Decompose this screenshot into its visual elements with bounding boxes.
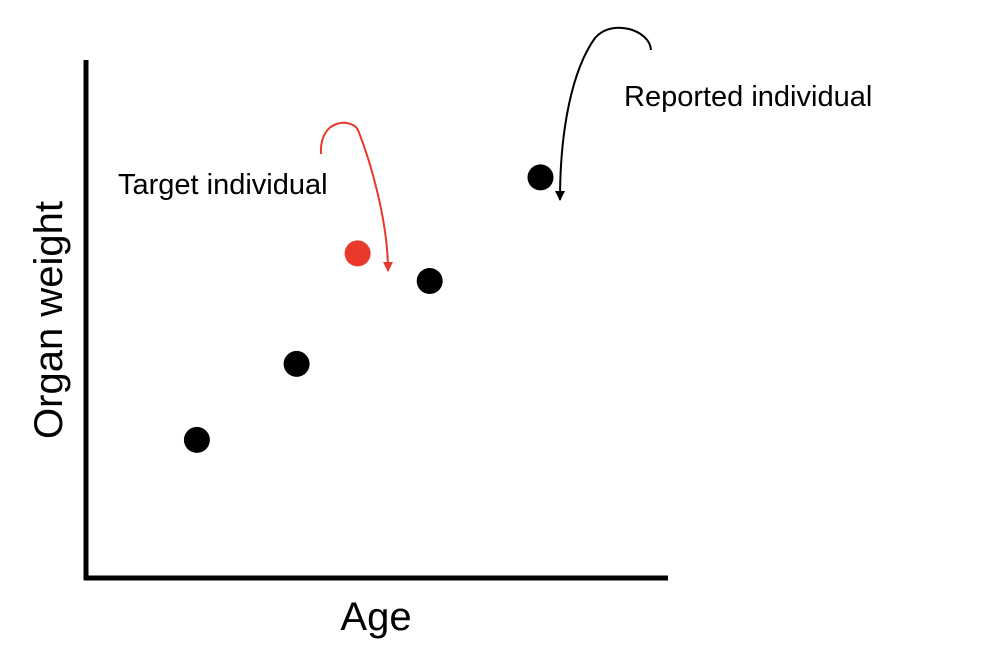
data-point bbox=[183, 426, 210, 453]
y-axis-label: Organ weight bbox=[27, 201, 71, 439]
reported-individual-label: Reported individual bbox=[624, 81, 872, 113]
target-individual-label: Target individual bbox=[118, 169, 328, 201]
reported-arrow bbox=[555, 26, 652, 201]
target-point bbox=[344, 240, 371, 267]
data-point bbox=[527, 164, 554, 191]
points-layer bbox=[183, 164, 554, 453]
x-axis-label: Age bbox=[340, 595, 411, 639]
data-point bbox=[416, 268, 443, 294]
data-point bbox=[283, 350, 310, 377]
target-arrow bbox=[319, 121, 393, 272]
